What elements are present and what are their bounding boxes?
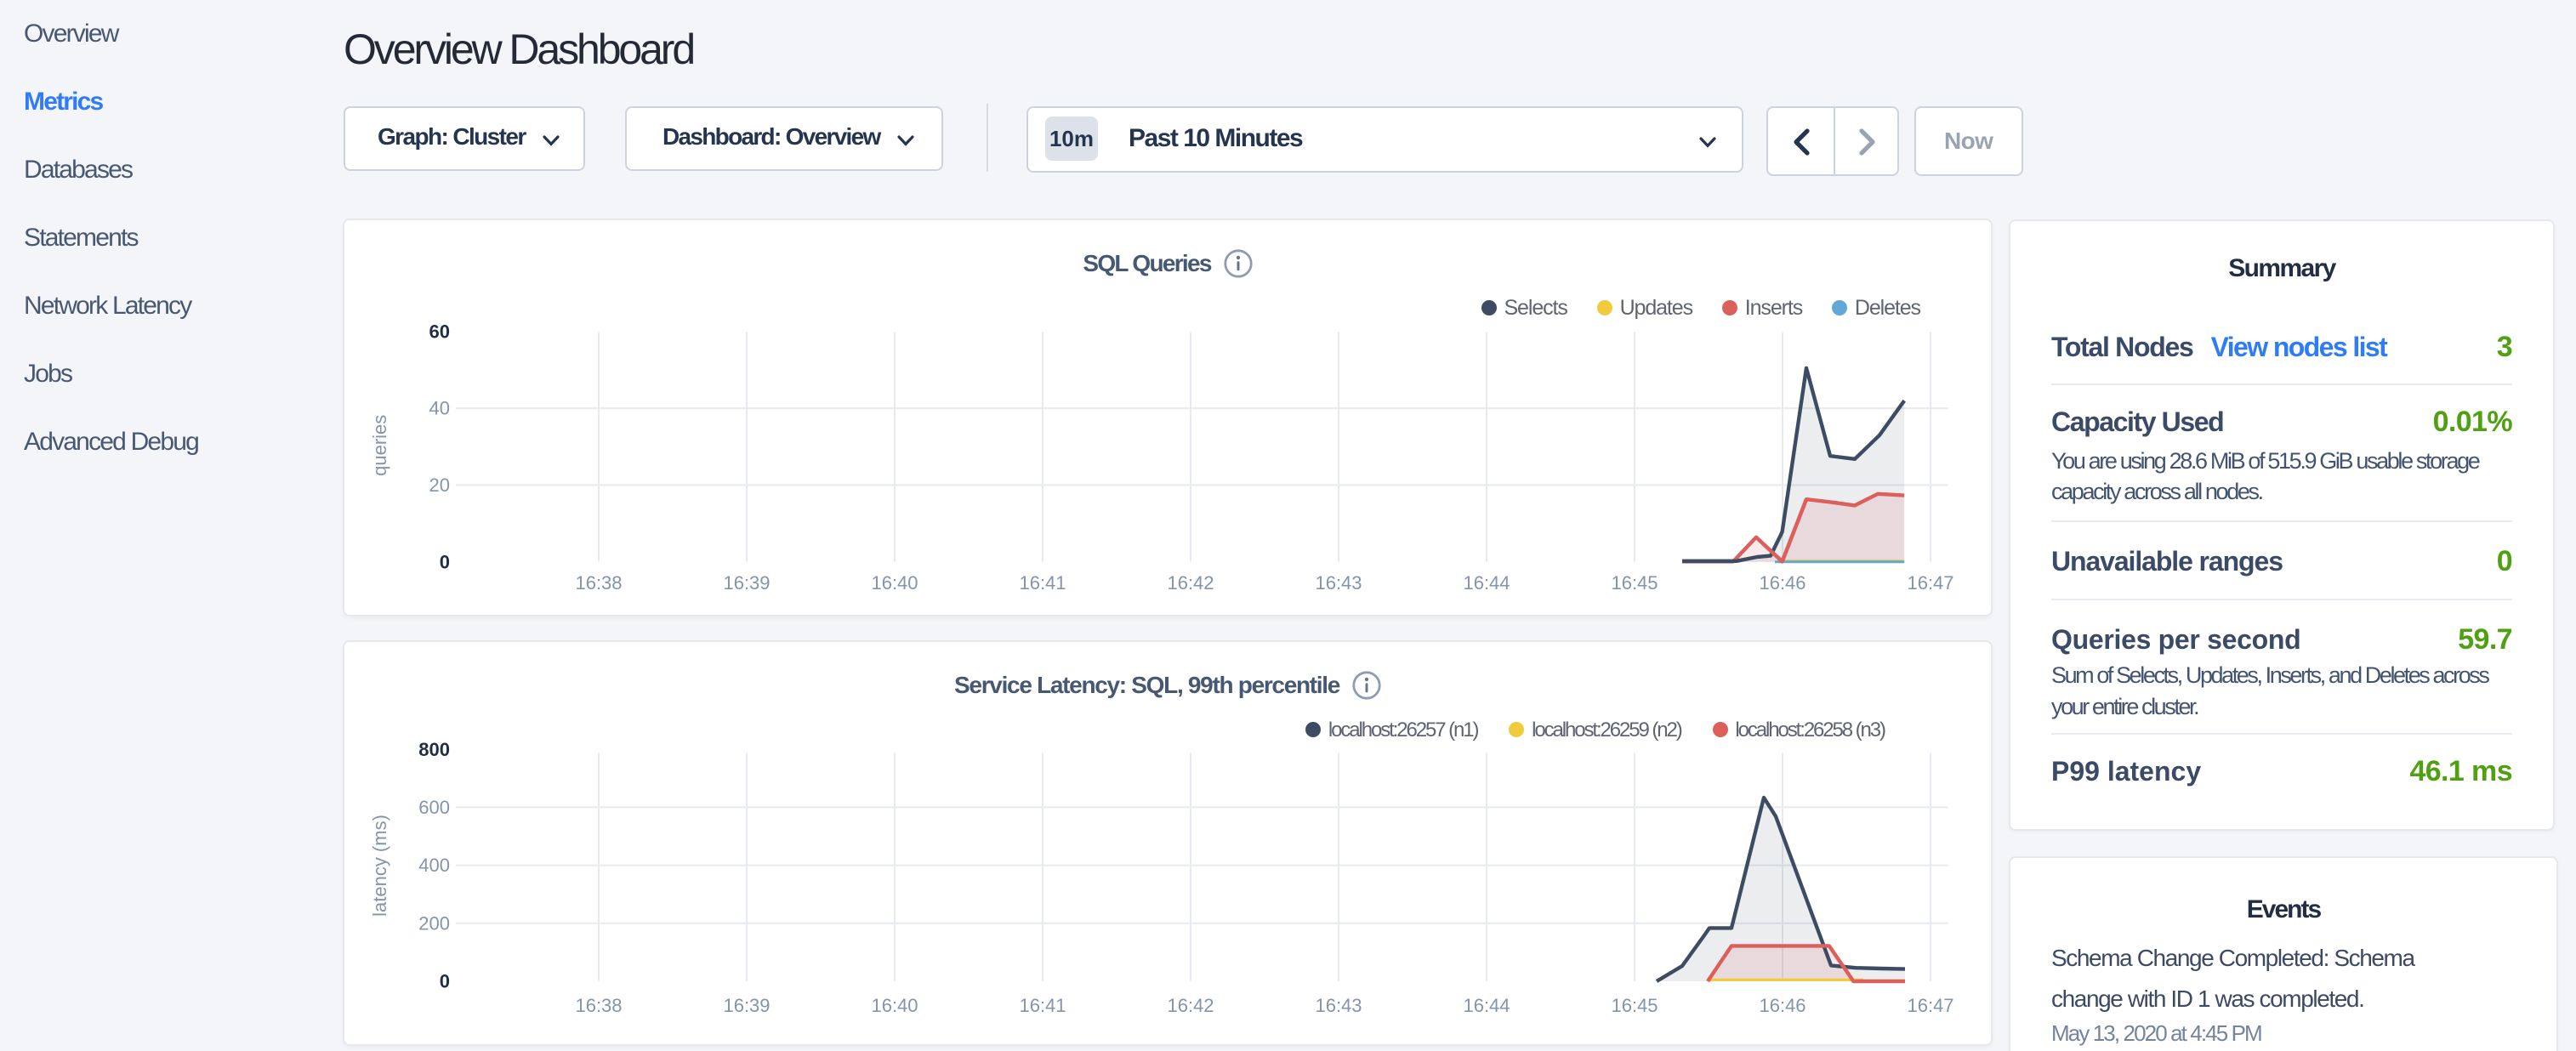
svg-text:latency (ms): latency (ms) [369,815,390,917]
svg-text:16:45: 16:45 [1611,572,1658,594]
svg-text:16:47: 16:47 [1907,995,1953,1016]
svg-text:16:42: 16:42 [1167,572,1214,594]
svg-text:16:46: 16:46 [1759,995,1805,1016]
svg-text:16:38: 16:38 [575,995,622,1016]
svg-text:16:45: 16:45 [1611,995,1658,1016]
svg-text:queries: queries [369,415,390,476]
svg-text:16:40: 16:40 [871,572,918,594]
svg-text:60: 60 [429,321,450,342]
svg-text:16:44: 16:44 [1463,995,1510,1016]
svg-text:16:41: 16:41 [1019,572,1066,594]
svg-text:16:44: 16:44 [1463,572,1510,594]
svg-text:0: 0 [440,971,450,992]
svg-text:0: 0 [440,551,450,572]
svg-text:16:40: 16:40 [871,995,918,1016]
svg-text:16:41: 16:41 [1019,995,1066,1016]
svg-text:16:42: 16:42 [1167,995,1214,1016]
svg-text:16:39: 16:39 [723,995,770,1016]
svg-text:16:46: 16:46 [1759,572,1805,594]
svg-text:16:39: 16:39 [723,572,770,594]
svg-text:800: 800 [418,739,450,760]
svg-text:400: 400 [418,855,450,876]
svg-text:16:38: 16:38 [575,572,622,594]
svg-text:16:43: 16:43 [1315,995,1362,1016]
svg-text:40: 40 [429,398,450,419]
svg-text:16:43: 16:43 [1315,572,1362,594]
svg-text:200: 200 [418,912,450,934]
svg-text:16:47: 16:47 [1907,572,1953,594]
svg-text:600: 600 [418,797,450,818]
svg-text:20: 20 [429,474,450,496]
